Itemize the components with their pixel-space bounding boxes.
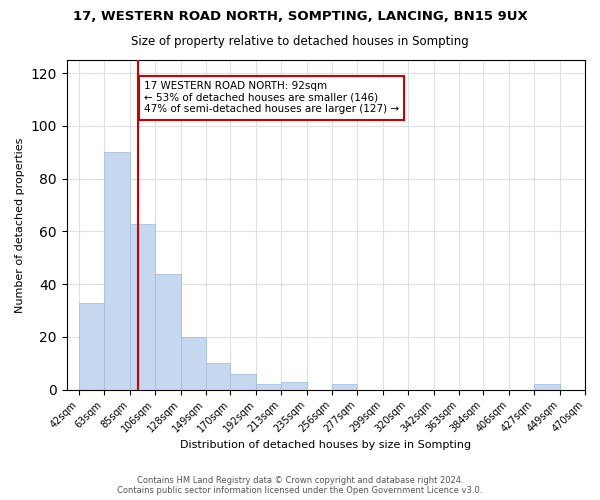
Bar [230, 374, 256, 390]
Text: 17 WESTERN ROAD NORTH: 92sqm
← 53% of detached houses are smaller (146)
47% of s: 17 WESTERN ROAD NORTH: 92sqm ← 53% of de… [144, 81, 399, 114]
Bar [130, 224, 155, 390]
Bar [79, 302, 104, 390]
X-axis label: Distribution of detached houses by size in Sompting: Distribution of detached houses by size … [180, 440, 472, 450]
Bar [155, 274, 181, 390]
Text: Size of property relative to detached houses in Sompting: Size of property relative to detached ho… [131, 35, 469, 48]
Bar [534, 384, 560, 390]
Bar [256, 384, 281, 390]
Text: Contains HM Land Registry data © Crown copyright and database right 2024.
Contai: Contains HM Land Registry data © Crown c… [118, 476, 482, 495]
Bar [181, 337, 206, 390]
Y-axis label: Number of detached properties: Number of detached properties [15, 137, 25, 312]
Bar [206, 364, 230, 390]
Bar [332, 384, 357, 390]
Text: 17, WESTERN ROAD NORTH, SOMPTING, LANCING, BN15 9UX: 17, WESTERN ROAD NORTH, SOMPTING, LANCIN… [73, 10, 527, 23]
Bar [281, 382, 307, 390]
Bar [104, 152, 130, 390]
